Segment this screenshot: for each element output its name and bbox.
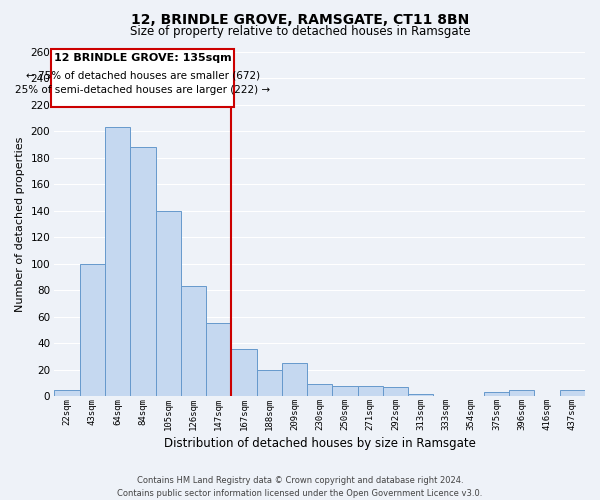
Text: 25% of semi-detached houses are larger (222) →: 25% of semi-detached houses are larger (… — [16, 85, 271, 95]
Bar — [408, 394, 433, 396]
Bar — [307, 384, 332, 396]
Bar — [232, 348, 257, 397]
Bar — [257, 370, 282, 396]
Bar — [484, 392, 509, 396]
Text: ← 75% of detached houses are smaller (672): ← 75% of detached houses are smaller (67… — [26, 70, 260, 80]
X-axis label: Distribution of detached houses by size in Ramsgate: Distribution of detached houses by size … — [164, 437, 476, 450]
Bar — [181, 286, 206, 397]
Text: 12 BRINDLE GROVE: 135sqm: 12 BRINDLE GROVE: 135sqm — [54, 53, 232, 63]
Bar — [560, 390, 585, 396]
Bar — [130, 147, 155, 396]
Text: 12, BRINDLE GROVE, RAMSGATE, CT11 8BN: 12, BRINDLE GROVE, RAMSGATE, CT11 8BN — [131, 12, 469, 26]
Bar — [383, 387, 408, 396]
Bar — [509, 390, 535, 396]
Text: Size of property relative to detached houses in Ramsgate: Size of property relative to detached ho… — [130, 25, 470, 38]
Bar — [332, 386, 358, 396]
Text: Contains HM Land Registry data © Crown copyright and database right 2024.
Contai: Contains HM Land Registry data © Crown c… — [118, 476, 482, 498]
Bar — [358, 386, 383, 396]
Bar — [105, 127, 130, 396]
Y-axis label: Number of detached properties: Number of detached properties — [15, 136, 25, 312]
Bar — [80, 264, 105, 396]
Bar — [282, 364, 307, 396]
Bar — [55, 390, 80, 396]
Bar — [155, 210, 181, 396]
Bar — [206, 324, 232, 396]
